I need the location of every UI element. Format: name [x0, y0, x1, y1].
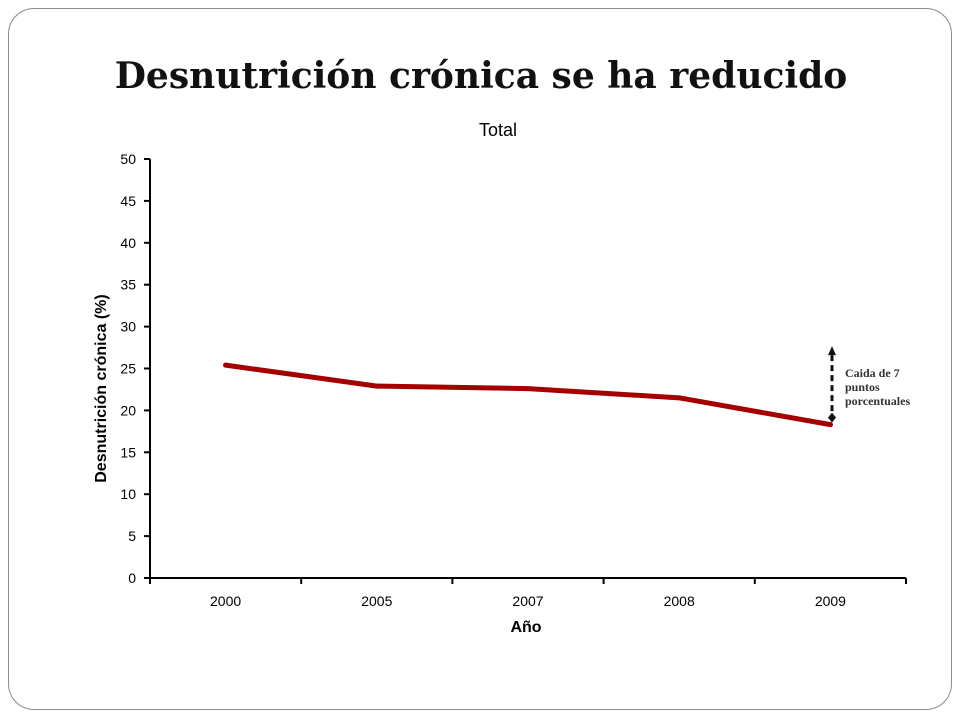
y-tick-label: 5 [128, 528, 136, 544]
x-tick-label: 2005 [361, 593, 392, 609]
y-tick-label: 0 [128, 570, 136, 586]
y-tick-label: 10 [120, 486, 136, 502]
data-point [676, 395, 682, 401]
slide-title: Desnutrición crónica se ha reducido [114, 55, 848, 97]
y-tick-label: 40 [120, 235, 136, 251]
y-tick-label: 20 [120, 402, 136, 418]
x-tick-label: 2000 [210, 593, 241, 609]
data-point [525, 386, 531, 392]
y-tick-label: 30 [120, 319, 136, 335]
series-line [223, 362, 833, 428]
annotation-text-line: Caida de 7 [845, 366, 900, 380]
y-axis: 0 5 10 15 20 25 30 35 40 45 50 [120, 151, 151, 586]
x-tick-label: 2008 [664, 593, 695, 609]
y-axis-title: Desnutrición crónica (%) [93, 294, 110, 482]
annotation-marker-down [828, 412, 836, 423]
x-axis: 2000 2005 2007 2008 2009 [149, 577, 907, 609]
x-tick-label: 2009 [815, 593, 846, 609]
y-tick-label: 50 [120, 151, 136, 167]
annotation-text-line: puntos [845, 380, 880, 394]
chart-title: Total [479, 120, 517, 140]
y-tick-label: 35 [120, 277, 136, 293]
data-point [374, 383, 380, 389]
annotation-arrow-up [828, 346, 836, 356]
x-tick-label: 2007 [512, 593, 543, 609]
series-layer [223, 362, 833, 428]
y-tick-label: 25 [120, 361, 136, 377]
data-point [827, 422, 833, 428]
y-tick-label: 45 [120, 193, 136, 209]
slide-frame: Desnutrición crónica se ha reducido [8, 8, 952, 710]
x-axis-title: Año [510, 619, 541, 636]
y-tick-label: 15 [120, 444, 136, 460]
data-point [223, 362, 229, 368]
annotation-text-line: porcentuales [845, 394, 910, 408]
